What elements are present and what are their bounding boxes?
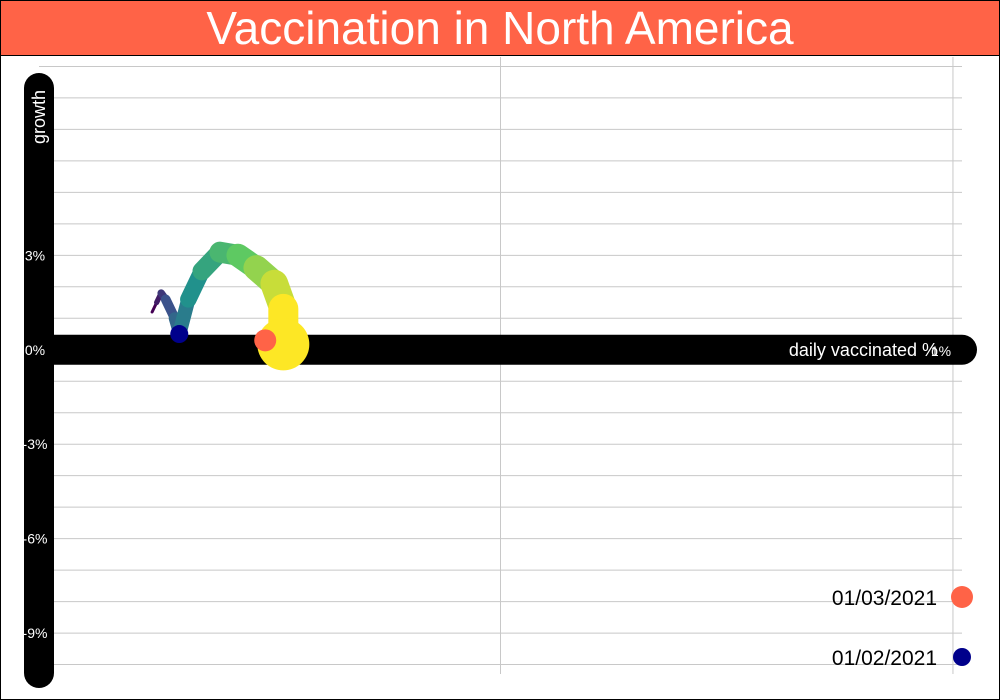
y-tick-label: -9% [23, 625, 48, 641]
trajectory [150, 241, 299, 356]
legend-label: 01/03/2021 [832, 587, 937, 610]
legend: 01/03/2021 01/02/2021 [832, 586, 973, 670]
y-tick-label: 3% [25, 247, 45, 263]
end-point-marker [254, 329, 277, 352]
title-bar: Vaccination in North America [1, 1, 999, 56]
chart-title: Vaccination in North America [206, 2, 794, 54]
y-tick-label: -3% [23, 436, 48, 452]
x-tick-label: 1% [931, 343, 951, 359]
y-axis-label: growth [29, 90, 49, 144]
x-axis-label: daily vaccinated % [789, 340, 938, 360]
y-tick-label: -6% [23, 531, 48, 547]
grid-lines [39, 57, 962, 674]
legend-marker [951, 586, 973, 608]
start-point-marker [170, 325, 189, 344]
tick-labels: 3% 0% -3% -6% -9% 1% [23, 247, 952, 641]
legend-label: 01/02/2021 [832, 647, 937, 670]
legend-marker [953, 648, 971, 666]
markers [170, 318, 310, 371]
y-tick-label: 0% [25, 342, 45, 358]
axes: daily vaccinated % growth [24, 73, 977, 688]
